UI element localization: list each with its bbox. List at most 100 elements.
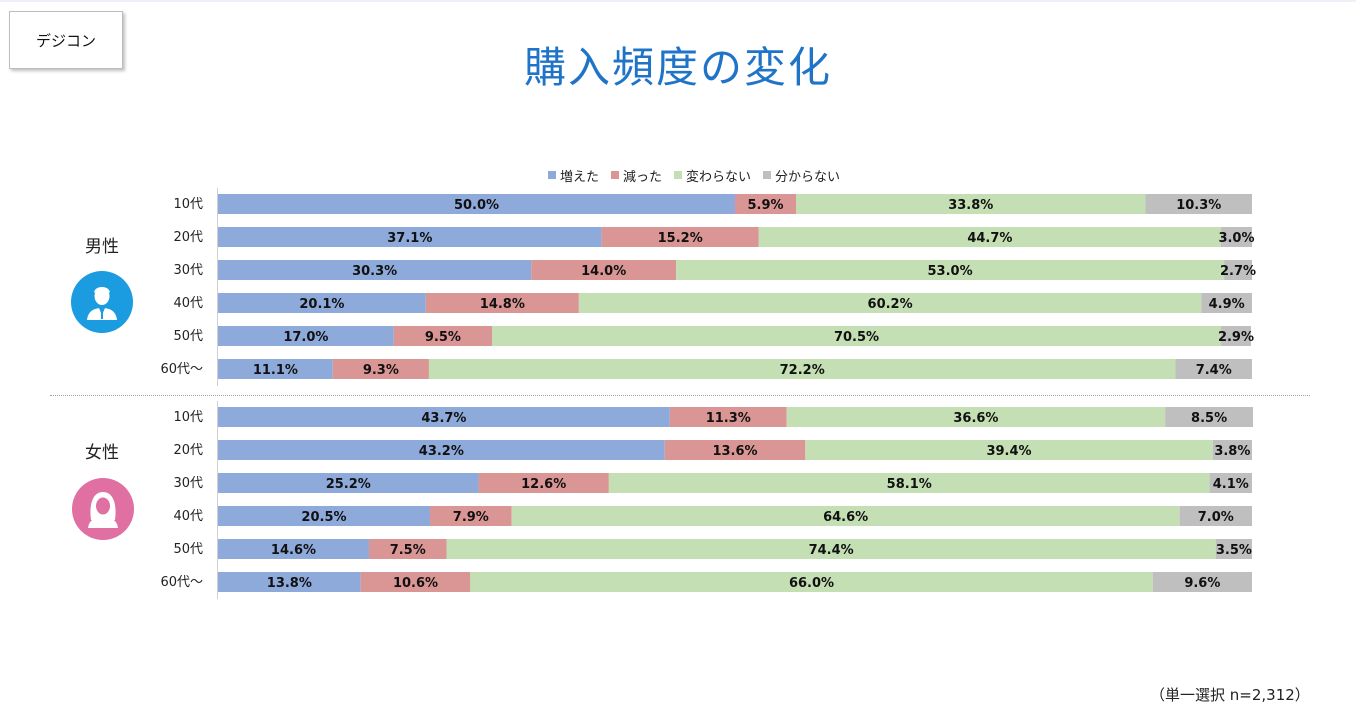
bar-segment-1-1-3 <box>1212 440 1252 460</box>
male-user-icon <box>71 271 133 333</box>
group-label-female: 女性 <box>85 443 119 463</box>
legend-swatch-unknown <box>763 171 772 179</box>
bar-segment-0-3-2 <box>578 293 1202 313</box>
bar-segment-0-0-0 <box>218 194 735 214</box>
data-label-1-4-3: 3.5% <box>1216 543 1252 558</box>
top-border-line <box>0 0 1356 2</box>
bar-segment-1-4-2 <box>446 539 1216 559</box>
bar-segment-1-4-1 <box>368 539 447 559</box>
data-label-1-3-1: 7.9% <box>453 510 489 525</box>
data-label-1-5-2: 66.0% <box>789 576 834 591</box>
bar-segment-0-4-3 <box>1220 326 1251 346</box>
bar-segment-0-1-0 <box>218 227 602 247</box>
legend-item-decreased: 減った <box>611 166 662 185</box>
data-label-0-1-3: 3.0% <box>1218 231 1254 246</box>
bar-segment-0-0-3 <box>1145 194 1252 214</box>
bar-segment-0-2-1 <box>531 260 677 280</box>
page-title: 購入頻度の変化 <box>523 43 832 92</box>
data-label-0-4-0: 17.0% <box>283 330 328 345</box>
bar-segment-1-4-3 <box>1215 539 1252 559</box>
data-label-1-0-1: 11.3% <box>706 411 751 426</box>
data-label-1-1-1: 13.6% <box>712 444 757 459</box>
bar-segment-1-0-1 <box>669 407 787 427</box>
bar-segment-0-1-1 <box>601 227 759 247</box>
bar-segment-0-4-2 <box>492 326 1221 346</box>
data-label-1-0-0: 43.7% <box>421 411 466 426</box>
data-label-0-4-3: 2.9% <box>1218 330 1254 345</box>
bar-segment-1-0-3 <box>1165 407 1254 427</box>
data-label-0-0-0: 50.0% <box>454 198 499 213</box>
legend-item-unknown: 分からない <box>763 166 840 185</box>
legend-label-unknown: 分からない <box>775 169 841 185</box>
data-label-0-2-3: 2.7% <box>1220 264 1256 279</box>
bar-segment-0-3-0 <box>218 293 426 313</box>
bar-segment-1-4-0 <box>218 539 369 559</box>
category-label-0-0: 10代 <box>173 197 203 212</box>
data-label-1-3-0: 20.5% <box>301 510 346 525</box>
bar-segment-0-1-2 <box>758 227 1221 247</box>
chart-legend: 増えた 減った 変わらない 分からない <box>548 166 852 185</box>
category-label-1-4: 50代 <box>173 542 203 557</box>
category-label-0-2: 30代 <box>173 263 203 278</box>
data-label-1-2-0: 25.2% <box>326 477 371 492</box>
legend-label-decreased: 減った <box>623 169 663 185</box>
brand-box: デジコン <box>9 11 123 69</box>
data-label-1-5-1: 10.6% <box>393 576 438 591</box>
data-label-1-1-3: 3.8% <box>1214 444 1250 459</box>
bar-segment-1-3-1 <box>429 506 512 526</box>
category-label-1-3: 40代 <box>173 509 203 524</box>
sample-note: （単一選択 n=2,312） <box>1150 686 1310 704</box>
group-label-male: 男性 <box>85 237 119 257</box>
bar-segment-0-2-3 <box>1224 260 1252 280</box>
bar-segment-1-3-2 <box>511 506 1180 526</box>
data-label-1-2-2: 58.1% <box>887 477 932 492</box>
data-label-0-3-2: 60.2% <box>868 297 913 312</box>
data-label-0-2-2: 53.0% <box>928 264 973 279</box>
bar-segment-0-0-2 <box>796 194 1146 214</box>
legend-item-unchanged: 変わらない <box>674 166 751 185</box>
bar-segment-1-5-3 <box>1152 572 1252 592</box>
bar-segment-1-2-0 <box>218 473 479 493</box>
data-label-1-5-0: 13.8% <box>267 576 312 591</box>
data-label-0-4-1: 9.5% <box>425 330 461 345</box>
legend-swatch-increased <box>548 171 556 179</box>
bar-segment-0-5-0 <box>218 359 333 379</box>
data-label-0-1-0: 37.1% <box>387 231 432 246</box>
group-divider <box>50 395 1310 396</box>
data-label-1-2-3: 4.1% <box>1213 477 1249 492</box>
bar-segment-0-5-2 <box>428 359 1176 379</box>
data-label-0-5-1: 9.3% <box>363 363 399 378</box>
bar-segment-1-5-1 <box>360 572 471 592</box>
category-label-1-2: 30代 <box>173 476 203 491</box>
bar-segment-0-4-0 <box>218 326 394 346</box>
data-label-1-2-1: 12.6% <box>521 477 566 492</box>
data-label-1-4-2: 74.4% <box>809 543 854 558</box>
data-label-0-0-2: 33.8% <box>948 198 993 213</box>
brand-label: デジコン <box>35 31 96 50</box>
data-label-1-3-3: 7.0% <box>1198 510 1234 525</box>
category-label-1-1: 20代 <box>173 443 203 458</box>
bar-segment-0-4-1 <box>393 326 493 346</box>
female-user-icon <box>72 478 134 540</box>
bar-segment-1-1-2 <box>805 440 1213 460</box>
data-label-1-5-3: 9.6% <box>1184 576 1220 591</box>
category-label-0-1: 20代 <box>173 230 203 245</box>
data-label-1-1-2: 39.4% <box>986 444 1031 459</box>
legend-item-increased: 増えた <box>548 166 599 185</box>
bar-segment-1-1-0 <box>218 440 665 460</box>
bar-segment-1-0-0 <box>218 407 670 427</box>
data-label-0-4-2: 70.5% <box>834 330 879 345</box>
data-label-0-5-0: 11.1% <box>253 363 298 378</box>
data-label-1-4-1: 7.5% <box>390 543 426 558</box>
bar-segment-1-2-1 <box>478 473 609 493</box>
bar-segment-0-3-1 <box>425 293 579 313</box>
bar-segment-0-5-3 <box>1175 359 1252 379</box>
bar-segment-0-1-3 <box>1220 227 1252 247</box>
category-label-1-5: 60代～ <box>160 575 203 590</box>
data-label-0-3-3: 4.9% <box>1209 297 1245 312</box>
data-label-0-5-2: 72.2% <box>780 363 825 378</box>
category-label-0-5: 60代～ <box>160 362 203 377</box>
bar-segment-1-1-1 <box>664 440 806 460</box>
bar-segment-1-3-3 <box>1179 506 1252 526</box>
data-label-0-1-1: 15.2% <box>658 231 703 246</box>
